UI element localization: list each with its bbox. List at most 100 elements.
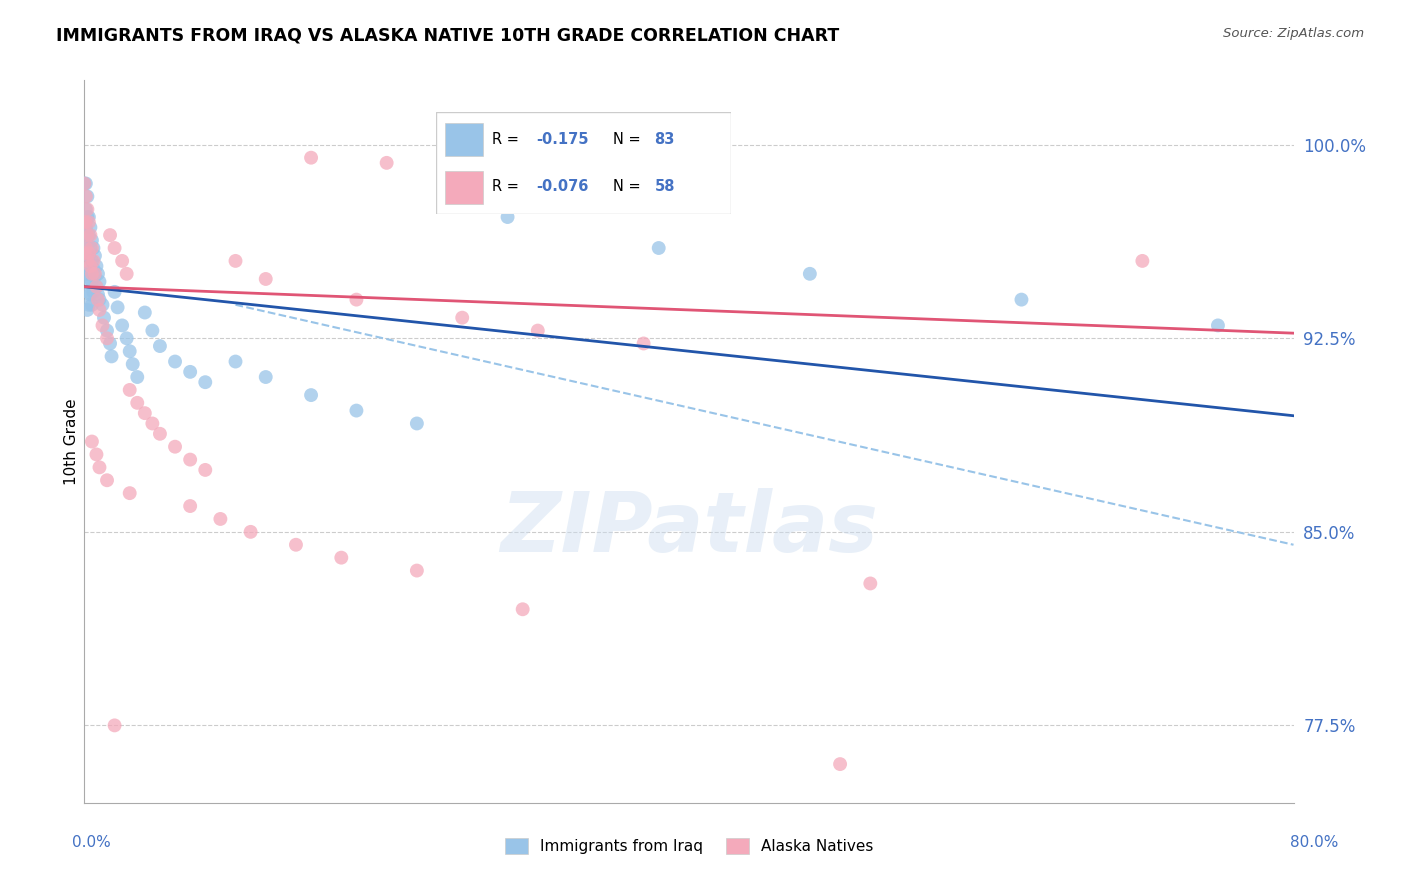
Point xyxy=(87,267,110,281)
Point xyxy=(91,298,114,312)
Point xyxy=(118,383,141,397)
Point xyxy=(75,189,97,203)
Point xyxy=(299,151,322,165)
Point xyxy=(80,434,103,449)
Text: 0.0%: 0.0% xyxy=(72,836,111,850)
Point xyxy=(75,241,97,255)
Point xyxy=(77,272,100,286)
Point xyxy=(165,354,187,368)
Point xyxy=(96,324,118,338)
Point xyxy=(111,254,134,268)
Point xyxy=(859,576,882,591)
Point xyxy=(73,177,96,191)
Point xyxy=(451,310,474,325)
Point xyxy=(73,177,96,191)
Point xyxy=(104,718,127,732)
Point xyxy=(406,417,429,431)
Point xyxy=(285,538,308,552)
Point xyxy=(1130,254,1153,268)
FancyBboxPatch shape xyxy=(436,112,731,214)
Text: -0.076: -0.076 xyxy=(536,179,589,194)
Point xyxy=(75,241,97,255)
Point xyxy=(149,339,172,353)
Point xyxy=(254,370,277,384)
Point xyxy=(346,403,368,417)
Text: R =: R = xyxy=(492,179,523,194)
Text: -0.175: -0.175 xyxy=(536,132,589,146)
Point xyxy=(179,452,201,467)
Point xyxy=(118,486,141,500)
Point xyxy=(179,365,201,379)
Point xyxy=(299,388,322,402)
Point xyxy=(73,215,96,229)
Point xyxy=(89,293,111,307)
Point xyxy=(134,406,156,420)
Y-axis label: 10th Grade: 10th Grade xyxy=(63,398,79,485)
Point xyxy=(80,275,103,289)
Point xyxy=(73,246,96,260)
Point xyxy=(75,215,97,229)
Legend: Immigrants from Iraq, Alaska Natives: Immigrants from Iraq, Alaska Natives xyxy=(499,832,879,860)
Point xyxy=(86,259,108,273)
Point xyxy=(648,241,671,255)
Point xyxy=(82,241,104,255)
Point xyxy=(179,499,201,513)
Point xyxy=(115,267,138,281)
Point xyxy=(89,275,111,289)
Point xyxy=(76,189,98,203)
Point xyxy=(80,254,103,268)
Point xyxy=(406,564,429,578)
Point xyxy=(194,375,217,389)
Point xyxy=(127,396,149,410)
Point xyxy=(80,267,103,281)
Point xyxy=(76,254,98,268)
Text: 83: 83 xyxy=(654,132,675,146)
Point xyxy=(96,473,118,487)
Point xyxy=(77,249,100,263)
Point xyxy=(79,220,101,235)
Point xyxy=(75,202,97,217)
Point xyxy=(375,156,398,170)
Point xyxy=(79,264,101,278)
Point xyxy=(225,354,247,368)
Point xyxy=(82,261,104,276)
Point xyxy=(76,202,98,217)
Point xyxy=(830,757,852,772)
Point xyxy=(496,210,519,224)
Point xyxy=(89,460,111,475)
Point xyxy=(76,285,98,299)
Point xyxy=(107,301,129,315)
Point xyxy=(80,241,103,255)
Text: R =: R = xyxy=(492,132,523,146)
Text: 80.0%: 80.0% xyxy=(1291,836,1339,850)
Point xyxy=(77,298,100,312)
Point xyxy=(111,318,134,333)
Point xyxy=(633,336,655,351)
Point xyxy=(330,550,353,565)
Point xyxy=(225,254,247,268)
Point xyxy=(76,210,98,224)
Point xyxy=(82,285,104,299)
Point xyxy=(799,267,821,281)
Point xyxy=(121,357,143,371)
Text: N =: N = xyxy=(613,179,645,194)
Point xyxy=(93,310,115,325)
Point xyxy=(87,293,110,307)
Text: ZIPatlas: ZIPatlas xyxy=(501,488,877,569)
Point xyxy=(127,370,149,384)
Point xyxy=(76,228,98,243)
Point xyxy=(98,228,121,243)
Point xyxy=(254,272,277,286)
Point xyxy=(87,287,110,301)
Point xyxy=(512,602,534,616)
Text: IMMIGRANTS FROM IRAQ VS ALASKA NATIVE 10TH GRADE CORRELATION CHART: IMMIGRANTS FROM IRAQ VS ALASKA NATIVE 10… xyxy=(56,27,839,45)
Point xyxy=(76,246,98,260)
Point xyxy=(98,336,121,351)
Point xyxy=(194,463,217,477)
Point xyxy=(80,298,103,312)
Point xyxy=(527,324,550,338)
Point xyxy=(1011,293,1033,307)
Point xyxy=(75,220,97,235)
Point xyxy=(86,279,108,293)
Point xyxy=(209,512,232,526)
